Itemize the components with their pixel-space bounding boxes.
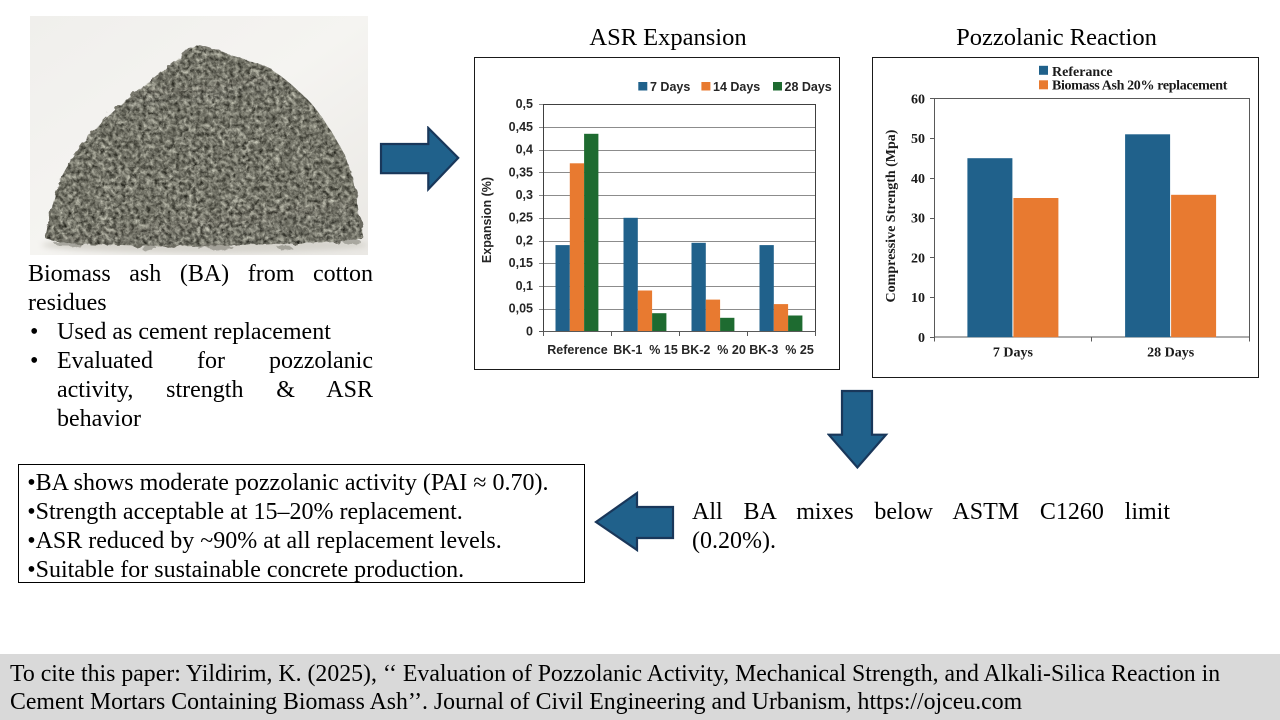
svg-text:28 Days: 28 Days	[785, 80, 832, 94]
svg-text:Expansion (%): Expansion (%)	[480, 177, 494, 263]
svg-text:20: 20	[911, 251, 925, 266]
svg-text:0,2: 0,2	[516, 233, 533, 247]
svg-text:50: 50	[911, 132, 925, 147]
svg-text:0,1: 0,1	[516, 279, 533, 293]
svg-text:0,35: 0,35	[509, 165, 533, 179]
svg-text:0,05: 0,05	[509, 302, 533, 316]
svg-text:14 Days: 14 Days	[713, 80, 760, 94]
svg-text:0,4: 0,4	[516, 143, 533, 157]
svg-text:60: 60	[911, 92, 925, 107]
svg-text:0,3: 0,3	[516, 188, 533, 202]
svg-text:BK-1 % 15: BK-1 % 15	[613, 343, 678, 357]
svg-text:7 Days: 7 Days	[650, 80, 690, 94]
svg-text:0,5: 0,5	[516, 97, 533, 111]
svg-text:Compressive Strength (Mpa): Compressive Strength (Mpa)	[884, 129, 899, 302]
svg-text:0: 0	[918, 331, 925, 346]
svg-text:Reference: Reference	[547, 343, 607, 357]
svg-text:BK-2 % 20: BK-2 % 20	[681, 343, 746, 357]
svg-text:28 Days: 28 Days	[1147, 346, 1195, 361]
svg-text:40: 40	[911, 172, 925, 187]
svg-text:10: 10	[911, 291, 925, 306]
svg-text:0,25: 0,25	[509, 211, 533, 225]
svg-text:0,45: 0,45	[509, 120, 533, 134]
svg-text:7 Days: 7 Days	[993, 346, 1034, 361]
svg-text:0,15: 0,15	[509, 256, 533, 270]
svg-text:Referance: Referance	[1052, 65, 1113, 80]
svg-text:Biomass Ash 20% replacement: Biomass Ash 20% replacement	[1052, 78, 1228, 93]
svg-text:30: 30	[911, 212, 925, 227]
svg-text:0: 0	[526, 324, 533, 338]
svg-text:BK-3 % 25: BK-3 % 25	[749, 343, 814, 357]
